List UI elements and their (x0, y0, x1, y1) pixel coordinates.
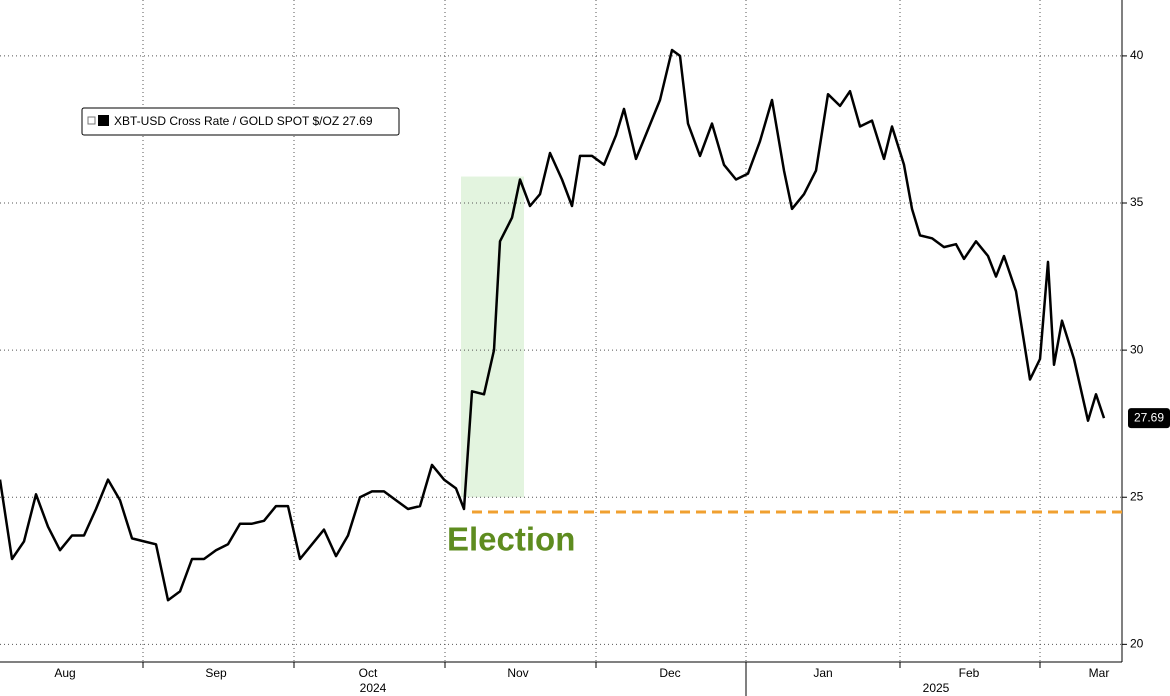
legend-label: XBT-USD Cross Rate / GOLD SPOT $/OZ 27.6… (114, 114, 373, 128)
year-label: 2024 (360, 681, 387, 695)
legend-swatch (98, 115, 109, 126)
y-tick-label: 25 (1130, 489, 1144, 503)
line (0, 48, 1106, 602)
x-tick-label: Oct (359, 666, 378, 680)
x-tick-label: Aug (54, 666, 75, 680)
legend-box (81, 107, 400, 136)
y-tick-label: 20 (1130, 637, 1144, 651)
annotation: Election (447, 521, 575, 558)
x-tick-label: Sep (205, 666, 227, 680)
x-tick-label: Nov (507, 666, 528, 680)
x-tick-label: Jan (813, 666, 832, 680)
x-tick-label: Feb (959, 666, 980, 680)
last-value-badge (1128, 408, 1170, 429)
y-tick-label: 35 (1130, 195, 1144, 209)
y-tick-label: 40 (1130, 48, 1144, 62)
legend-icon-outline (87, 116, 96, 125)
x-tick-label: Mar (1089, 666, 1110, 680)
last-value-label: 27.69 (1134, 410, 1164, 424)
x-tick-label: Dec (659, 666, 680, 680)
election-highlight (461, 176, 524, 498)
year-label: 2025 (923, 681, 950, 695)
y-tick-label: 30 (1130, 342, 1144, 356)
